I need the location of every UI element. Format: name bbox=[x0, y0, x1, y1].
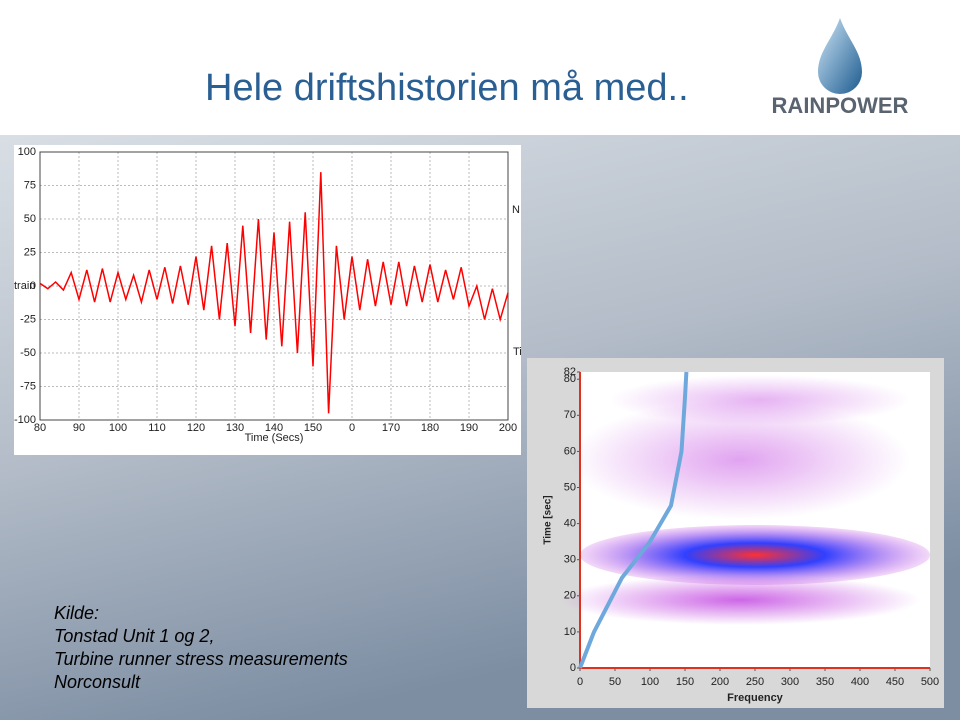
y-tick-label: 60 bbox=[564, 445, 576, 457]
x-tick-label: 110 bbox=[148, 422, 166, 434]
x-tick-label: 190 bbox=[460, 422, 478, 434]
x-tick-label: 200 bbox=[499, 422, 517, 434]
y-tick-label: 50 bbox=[24, 213, 36, 225]
logo-drop bbox=[818, 18, 862, 94]
x-tick-label: 150 bbox=[676, 676, 694, 688]
energy-haze bbox=[610, 375, 910, 425]
data-line bbox=[39, 172, 509, 414]
annotation: N bbox=[512, 204, 520, 216]
y-axis-label: Time [sec] bbox=[543, 495, 554, 544]
plot-border bbox=[39, 151, 509, 421]
x-tick-label: 50 bbox=[609, 676, 621, 688]
y-tick-label: 70 bbox=[564, 409, 576, 421]
data-line bbox=[578, 371, 689, 669]
x-tick-label: 500 bbox=[921, 676, 939, 688]
y-tick-label: 75 bbox=[24, 179, 36, 191]
y-tick-label: 0 bbox=[570, 662, 576, 674]
x-tick-label: 130 bbox=[226, 422, 244, 434]
x-tick-label: 400 bbox=[851, 676, 869, 688]
x-tick-label: 80 bbox=[34, 422, 46, 434]
y-tick-label: 80 bbox=[564, 373, 576, 385]
x-tick-label: 90 bbox=[73, 422, 85, 434]
title: Hele driftshistorien må med.. bbox=[205, 67, 689, 109]
x-tick-label: 120 bbox=[187, 422, 205, 434]
y-tick-label: 100 bbox=[18, 146, 36, 158]
y-tick-label: 30 bbox=[564, 554, 576, 566]
x-axis-label: Time (Secs) bbox=[245, 432, 304, 444]
x-tick-label: 140 bbox=[265, 422, 283, 434]
source-line: Turbine runner stress measurements bbox=[54, 649, 348, 669]
y-tick-label: -75 bbox=[20, 380, 36, 392]
y-tick-label: -50 bbox=[20, 347, 36, 359]
logo-text: RAINPOWER bbox=[772, 93, 909, 118]
y-tick-label: -100 bbox=[14, 414, 36, 426]
y-tick-label: 82 bbox=[564, 366, 576, 378]
x-tick-label: 450 bbox=[886, 676, 904, 688]
energy-band bbox=[560, 575, 920, 625]
source-line: Kilde: bbox=[54, 603, 99, 623]
header-band bbox=[0, 0, 960, 135]
source-line: Norconsult bbox=[54, 672, 141, 692]
x-tick-label: 170 bbox=[382, 422, 400, 434]
x-tick-label: 0 bbox=[577, 676, 583, 688]
y-tick-label: 50 bbox=[564, 481, 576, 493]
y-tick-label: 0 bbox=[30, 280, 36, 292]
y-tick-label: 25 bbox=[24, 246, 36, 258]
y-tick-label: -25 bbox=[20, 313, 36, 325]
energy-band bbox=[580, 525, 930, 585]
y-axis-label: train bbox=[14, 280, 35, 292]
x-tick-label: 300 bbox=[781, 676, 799, 688]
x-tick-label: 250 bbox=[746, 676, 764, 688]
x-tick-label: 180 bbox=[421, 422, 439, 434]
x-tick-label: 350 bbox=[816, 676, 834, 688]
annotation: Ti bbox=[513, 346, 522, 358]
y-tick-label: 10 bbox=[564, 626, 576, 638]
chart-frame bbox=[14, 145, 521, 455]
x-tick-label: 150 bbox=[304, 422, 322, 434]
energy-haze bbox=[570, 400, 910, 520]
y-tick-label: 40 bbox=[564, 518, 576, 530]
x-tick-label: 200 bbox=[711, 676, 729, 688]
x-axis-label: Frequency bbox=[727, 692, 784, 704]
x-tick-label: 0 bbox=[349, 422, 355, 434]
spectrogram-texture bbox=[560, 375, 930, 625]
y-tick-label: 20 bbox=[564, 590, 576, 602]
x-tick-label: 100 bbox=[641, 676, 659, 688]
x-tick-label: 100 bbox=[109, 422, 127, 434]
source-line: Tonstad Unit 1 og 2, bbox=[54, 626, 214, 646]
